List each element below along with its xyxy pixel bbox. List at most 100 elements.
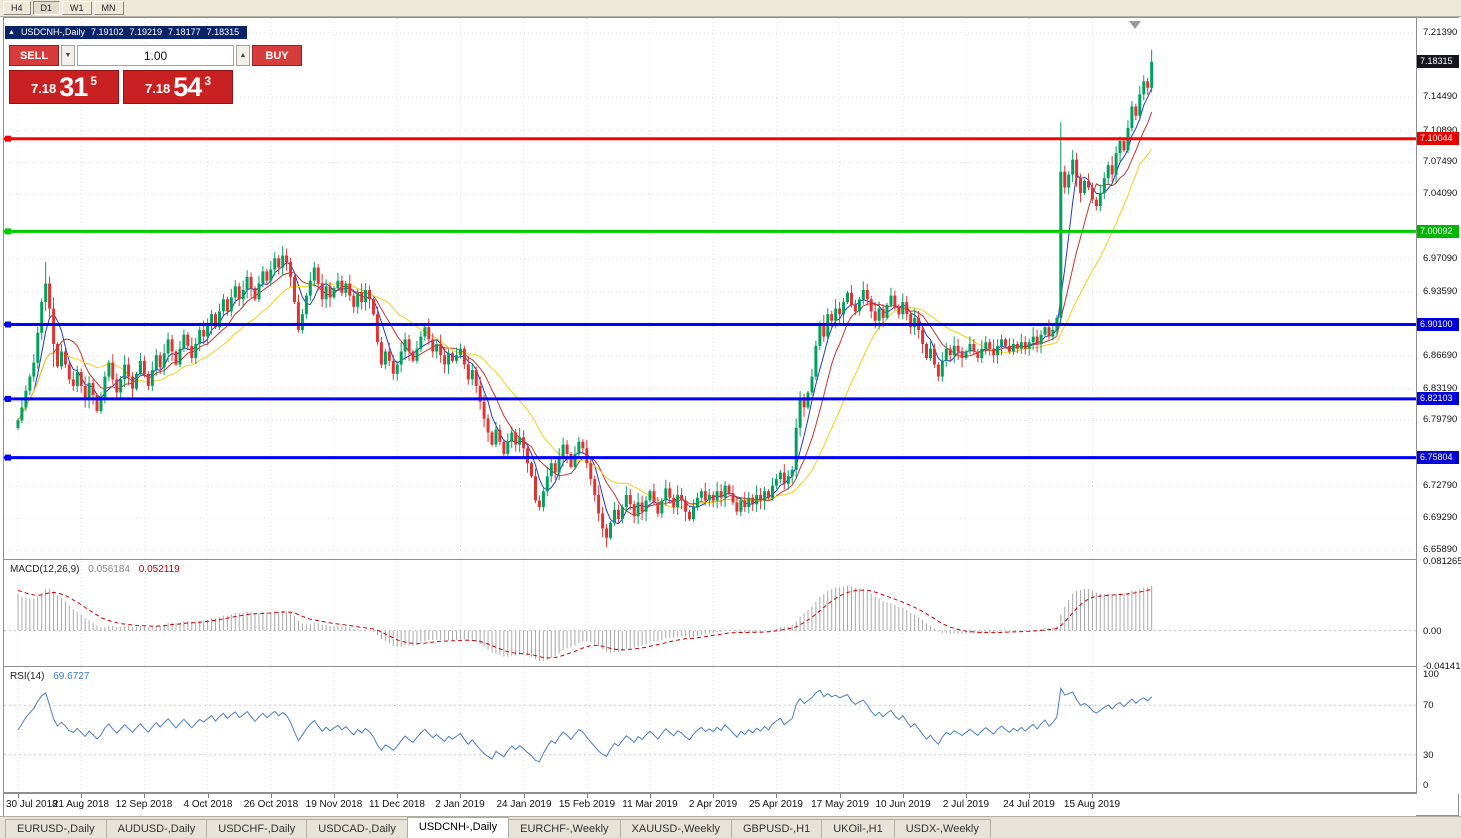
date-label: 17 May 2019: [811, 799, 869, 810]
macd-main-value: 0.056184: [88, 564, 130, 575]
sell-button[interactable]: SELL: [9, 45, 59, 66]
sell-price-pips: 31: [59, 72, 88, 102]
sell-price-button[interactable]: 7.18 31 5: [9, 70, 119, 104]
date-label: 2 Apr 2019: [688, 799, 738, 810]
price-axis-label: 6.79790: [1423, 414, 1458, 425]
time-tick: [1029, 794, 1030, 798]
ma-21-line: [17, 149, 1153, 509]
timeframe-button-h4[interactable]: H4: [3, 1, 31, 15]
price-axis-label: 7.04090: [1423, 188, 1458, 199]
timeframe-toolbar: H4 D1 W1 MN: [0, 0, 1461, 17]
price-tag-7.10044: 7.10044: [1417, 132, 1459, 145]
tab-xauusd-weekly[interactable]: XAUUSD-,Weekly: [619, 819, 732, 838]
price-axis-label: 6.86690: [1423, 350, 1458, 361]
tab-eurusd-daily[interactable]: EURUSD-,Daily: [5, 819, 107, 838]
time-tick: [208, 794, 209, 798]
main-chart-pane[interactable]: [4, 18, 1416, 559]
hline-handle[interactable]: [5, 228, 11, 235]
time-tick: [397, 794, 398, 798]
chart-window: 30 Jul 2018 21 Aug 2018 12 Sep 2018 4 Oct 2…: [3, 17, 1461, 816]
chart-shift-marker[interactable]: [1129, 21, 1141, 29]
time-tick: [524, 794, 525, 798]
date-label: 30 Jul 2018: [6, 799, 58, 810]
macd-axis-label: 0.081265: [1423, 556, 1461, 567]
buy-price-button[interactable]: 7.18 54 3: [123, 70, 233, 104]
hline-handle[interactable]: [5, 321, 11, 328]
price-tag-6.75804: 6.75804: [1417, 451, 1459, 464]
price-axis-label: 7.14490: [1423, 91, 1458, 102]
price-tag-6.90100: 6.90100: [1417, 318, 1459, 331]
tab-usdchf-daily[interactable]: USDCHF-,Daily: [206, 819, 308, 838]
pane-separator[interactable]: [4, 666, 1459, 667]
collapse-panel-icon[interactable]: ▲: [8, 29, 15, 36]
ma-10-line: [17, 111, 1153, 516]
sell-price-point: 5: [90, 74, 98, 88]
rsi-axis-label: 30: [1423, 750, 1434, 761]
volume-decrease-button[interactable]: ▼: [61, 45, 75, 66]
tab-usdcad-daily[interactable]: USDCAD-,Daily: [306, 819, 408, 838]
time-tick: [587, 794, 588, 798]
date-label: 15 Aug 2019: [1063, 799, 1121, 810]
chart-title-bar: ▲ USDCNH-,Daily 7.19102 7.19219 7.18177 …: [5, 26, 248, 39]
macd-signal-value: 0.052119: [138, 564, 180, 575]
time-tick: [776, 794, 777, 798]
date-label: 15 Feb 2019: [558, 799, 616, 810]
rsi-axis-label: 0: [1423, 780, 1429, 791]
price-axis-label: 6.93590: [1423, 286, 1458, 297]
hline-handle[interactable]: [5, 395, 11, 402]
ohlc-low: 7.18177: [168, 27, 201, 37]
date-label: 2 Jan 2019: [435, 799, 485, 810]
date-label: 4 Oct 2018: [183, 799, 233, 810]
hline-handle[interactable]: [5, 454, 11, 461]
timeframe-button-d1[interactable]: D1: [32, 1, 61, 15]
timeframe-button-mn[interactable]: MN: [93, 1, 124, 15]
price-axis-label: 7.21390: [1423, 27, 1458, 38]
tab-audusd-daily[interactable]: AUDUSD-,Daily: [105, 819, 208, 838]
rsi-value: 69.6727: [53, 671, 90, 682]
rsi-axis-label: 100: [1423, 669, 1439, 680]
pane-separator: [4, 792, 1459, 793]
ohlc-close: 7.18315: [206, 27, 240, 37]
candles: [16, 49, 1154, 548]
date-label: 10 Jun 2019: [875, 799, 931, 810]
time-tick: [334, 794, 335, 798]
timeframe-button-w1[interactable]: W1: [62, 1, 92, 15]
time-tick: [903, 794, 904, 798]
price-axis-label: 6.97090: [1423, 253, 1458, 264]
rsi-pane[interactable]: [4, 668, 1416, 792]
date-label: 12 Sep 2018: [115, 799, 173, 810]
date-label: 21 Aug 2018: [52, 799, 110, 810]
volume-increase-button[interactable]: ▲: [236, 45, 250, 66]
time-tick: [1092, 794, 1093, 798]
tab-usdx-weekly[interactable]: USDX-,Weekly: [893, 819, 991, 838]
price-axis-label: 6.72790: [1423, 480, 1458, 491]
tab-usdcnh-daily[interactable]: USDCNH-,Daily: [406, 817, 510, 838]
tab-gbpusd-h1[interactable]: GBPUSD-,H1: [730, 819, 823, 838]
hline-handle[interactable]: [5, 135, 11, 142]
time-tick: [840, 794, 841, 798]
macd-name: MACD(12,26,9): [10, 564, 80, 575]
rsi-indicator-label: RSI(14) 69.6727: [10, 671, 89, 682]
tab-eurchf-weekly[interactable]: EURCHF-,Weekly: [508, 819, 621, 838]
price-tag-6.82103: 6.82103: [1417, 392, 1459, 405]
date-label: 24 Jan 2019: [496, 799, 552, 810]
sell-price-head: 7.18: [30, 81, 57, 96]
price-axis-label: 6.83190: [1423, 383, 1458, 394]
date-label: 11 Mar 2019: [622, 799, 678, 810]
rsi-axis-label: 70: [1423, 700, 1434, 711]
time-axis: 30 Jul 2018 21 Aug 2018 12 Sep 2018 4 Oct 2…: [4, 793, 1416, 816]
time-tick: [271, 794, 272, 798]
macd-pane[interactable]: [4, 561, 1416, 666]
rsi-name: RSI(14): [10, 671, 45, 682]
time-tick: [650, 794, 651, 798]
volume-input[interactable]: [77, 45, 234, 66]
pane-separator[interactable]: [4, 559, 1459, 560]
macd-indicator-label: MACD(12,26,9) 0.056184 0.052119: [10, 564, 180, 575]
time-tick: [966, 794, 967, 798]
buy-button[interactable]: BUY: [252, 45, 302, 66]
price-tag-7.18315: 7.18315: [1417, 55, 1459, 68]
tab-ukoil-h1[interactable]: UKOil-,H1: [821, 819, 895, 838]
ohlc-high: 7.19219: [129, 27, 163, 37]
macd-signal-line: [17, 588, 1152, 659]
